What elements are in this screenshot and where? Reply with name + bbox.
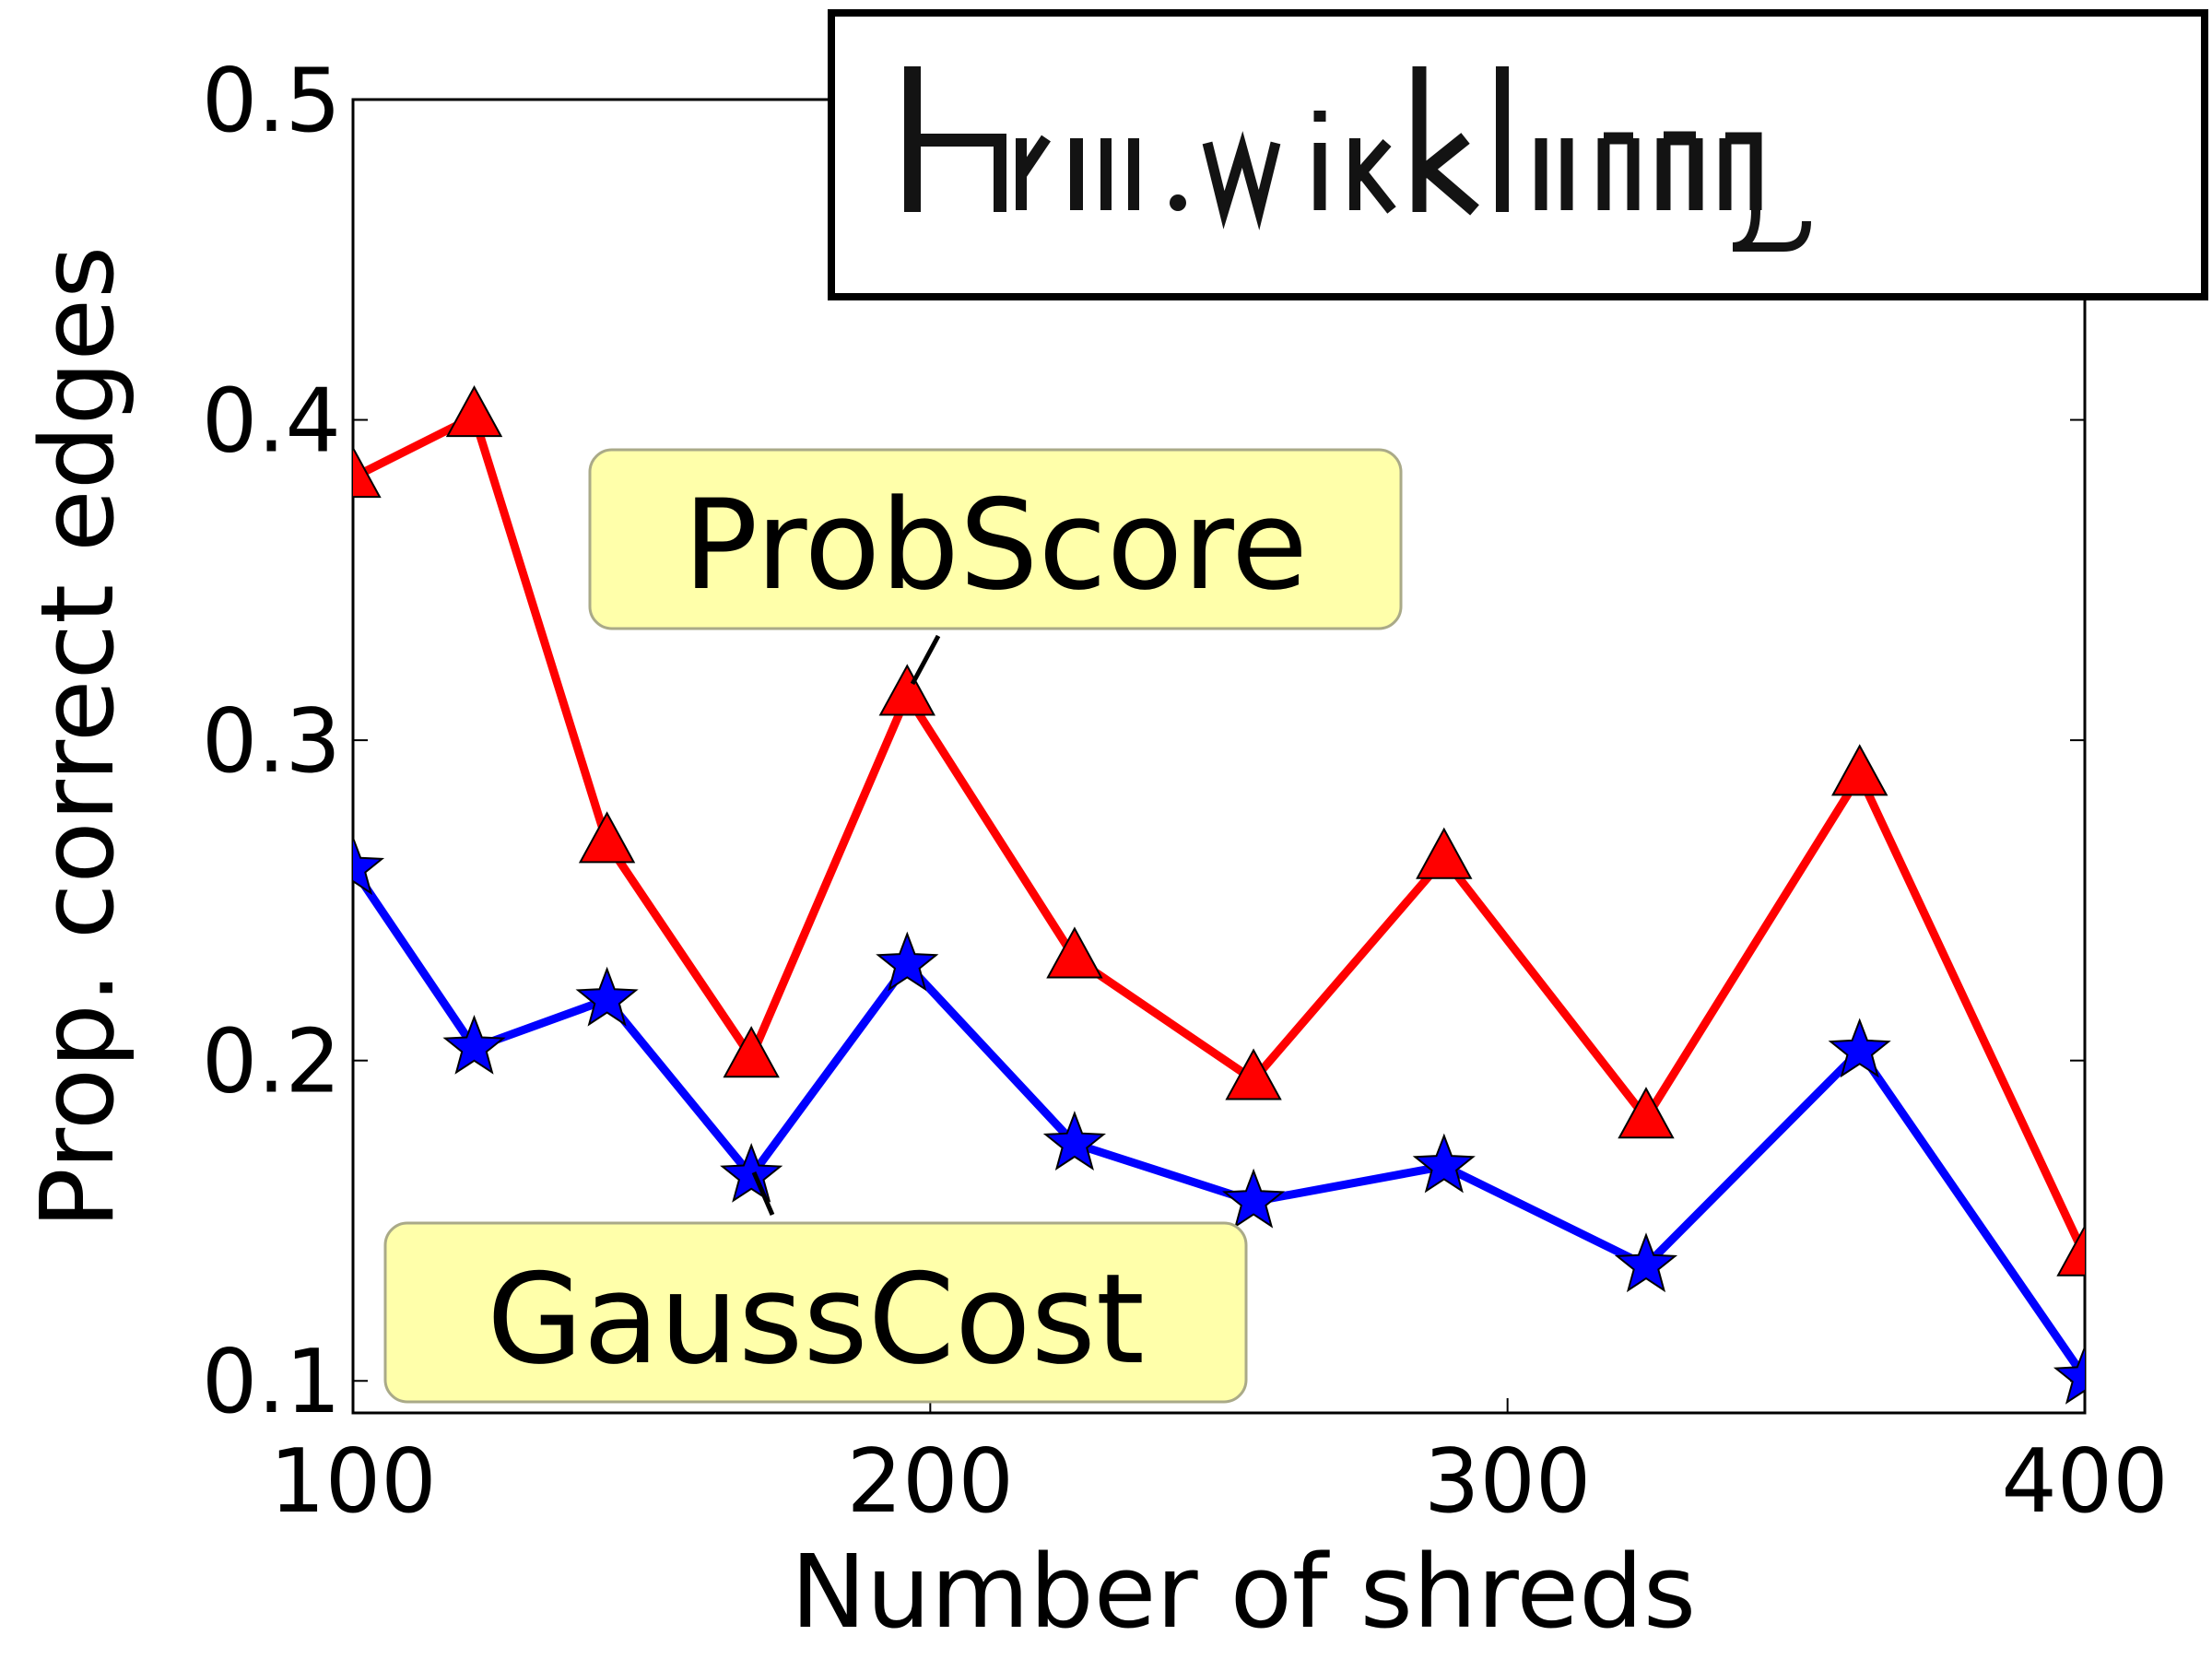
annotation-label-probscore: ProbScore (683, 473, 1308, 618)
y-tick-label: 0.3 (202, 691, 341, 793)
annotation-box-gausscost (383, 1221, 1248, 1404)
point-probscore (1831, 744, 1888, 796)
point-probscore (445, 385, 503, 438)
point-gausscost (1828, 1018, 1891, 1078)
handwritten-title-image (828, 9, 2208, 300)
point-probscore (578, 811, 636, 864)
annotation-gausscost: GaussCost (383, 1171, 1248, 1404)
point-gausscost (442, 1014, 506, 1075)
annotation-probscore: ProbScore (588, 448, 1403, 686)
x-tick-label: 200 (847, 1431, 1014, 1533)
y-tick-label: 0.4 (202, 371, 341, 473)
point-gausscost (1042, 1111, 1106, 1171)
y-tick-label: 0.1 (202, 1332, 341, 1433)
y-axis-label: Prop. correct edges (18, 246, 136, 1230)
annotation-label-gausscost: GaussCost (487, 1247, 1145, 1392)
point-gausscost (1614, 1232, 1678, 1293)
annotation-arrow-probscore (910, 634, 941, 686)
point-probscore (1618, 1087, 1675, 1139)
point-gausscost (1412, 1133, 1476, 1194)
point-gausscost (2053, 1344, 2085, 1405)
x-axis-label: Number of shreds (791, 1533, 1696, 1651)
point-probscore (2056, 1224, 2085, 1277)
annotation-arrow-gausscost (751, 1171, 775, 1216)
point-gausscost (1222, 1168, 1286, 1229)
point-probscore (878, 664, 935, 716)
axes: 100 200 300 400 0.1 0.2 0.3 0.4 0.5 (202, 51, 2169, 1533)
y-tick-label: 0.2 (202, 1012, 341, 1113)
x-tick-label: 400 (2001, 1431, 2168, 1533)
series-probscore (353, 385, 2085, 1277)
point-probscore (1046, 926, 1103, 979)
series-layer (353, 385, 2085, 1405)
point-gausscost (353, 835, 385, 896)
annotations: ProbScore GaussCost (383, 448, 1403, 1404)
point-probscore (1416, 827, 1473, 879)
point-gausscost (720, 1142, 783, 1203)
x-tick-label: 100 (269, 1431, 436, 1533)
series-gausscost (353, 835, 2085, 1405)
point-gausscost (575, 966, 639, 1027)
y-tick-label: 0.5 (202, 51, 341, 152)
point-probscore (353, 446, 382, 499)
point-probscore (723, 1026, 780, 1078)
x-tick-label: 300 (1424, 1431, 1591, 1533)
annotation-box-probscore (588, 448, 1403, 630)
point-gausscost (876, 931, 939, 992)
point-probscore (1225, 1048, 1282, 1100)
